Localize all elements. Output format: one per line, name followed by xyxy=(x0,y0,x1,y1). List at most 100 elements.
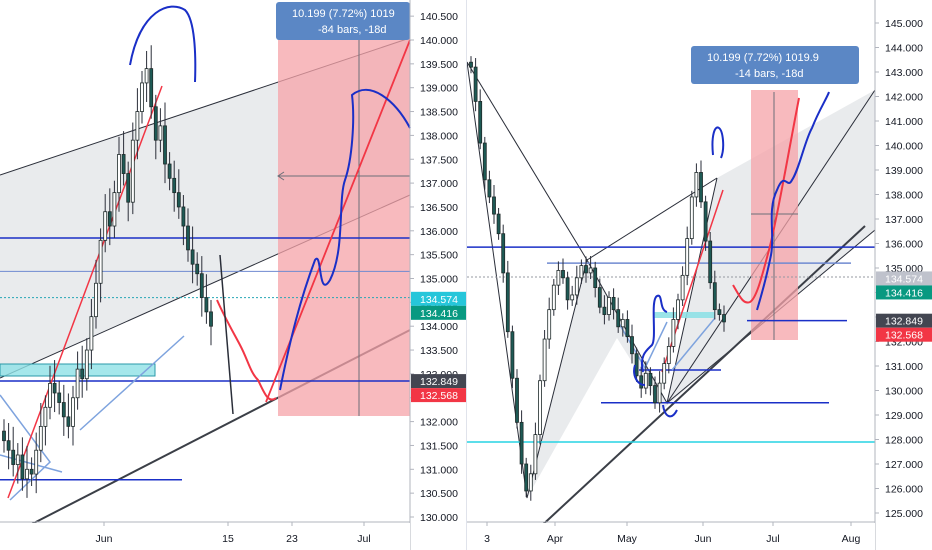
y-tick-label: 138.500 xyxy=(420,107,458,119)
candle-up xyxy=(666,345,671,364)
candle-down xyxy=(176,192,181,208)
x-tick-label: Jun xyxy=(96,533,113,545)
candle-down xyxy=(149,68,154,108)
candle-up xyxy=(643,372,648,389)
y-tick-label: 136.500 xyxy=(420,202,458,214)
x-tick-label: 3 xyxy=(484,533,490,545)
candle-down xyxy=(597,287,602,308)
left-chart[interactable]: 10.199 (7.72%) 1019 -84 bars, -18d 130.000… xyxy=(0,0,466,550)
price-badge xyxy=(411,374,466,389)
right-chart-panel[interactable]: 10.199 (7.72%) 1019.9 -14 bars, -18d 125.0… xyxy=(466,0,932,550)
candle-down xyxy=(153,106,158,141)
candle-up xyxy=(620,319,625,328)
candle-up xyxy=(112,192,117,227)
candle-down xyxy=(519,421,524,465)
y-tick-label: 136.000 xyxy=(885,239,923,251)
time-axis-bg xyxy=(0,523,410,550)
candle-down xyxy=(186,225,190,251)
candle-down xyxy=(209,311,213,327)
measure-box xyxy=(278,36,410,416)
candle-up xyxy=(547,309,552,340)
y-tick-label: 139.000 xyxy=(885,165,923,177)
price-badge xyxy=(876,285,932,300)
candle-up xyxy=(43,406,48,427)
candle-up xyxy=(556,270,561,286)
candle-down xyxy=(492,196,496,215)
y-tick-label: 139.500 xyxy=(420,59,458,71)
y-tick-label: 142.000 xyxy=(885,92,923,104)
candle-down xyxy=(190,249,195,265)
candle-up xyxy=(135,111,140,141)
harmonic-xb xyxy=(467,61,588,261)
price-badge-label: 132.849 xyxy=(885,316,923,328)
candle-down xyxy=(712,282,717,311)
candle-down xyxy=(593,267,598,289)
y-tick-label: 131.000 xyxy=(420,464,458,476)
candle-down xyxy=(167,163,172,179)
candle-up xyxy=(607,296,611,315)
candle-down xyxy=(616,309,621,328)
y-tick-label: 129.000 xyxy=(885,410,923,422)
candle-down xyxy=(57,392,62,403)
trendline-support xyxy=(536,225,866,531)
candle-down xyxy=(11,449,16,465)
candle-down xyxy=(204,297,209,313)
candle-up xyxy=(103,211,108,241)
candle-up xyxy=(71,397,75,427)
candle-up xyxy=(84,349,89,380)
y-tick-label: 139.000 xyxy=(420,83,458,95)
y-tick-label: 136.000 xyxy=(420,226,458,238)
left-chart-panel[interactable]: 10.199 (7.72%) 1019 -84 bars, -18d 130.000… xyxy=(0,0,466,550)
candle-down xyxy=(478,101,483,144)
candle-down xyxy=(6,440,11,451)
pattern-line xyxy=(0,394,51,501)
red-projection-line xyxy=(732,97,800,304)
candle-down xyxy=(717,309,722,315)
candle-up xyxy=(689,196,694,239)
candle-down xyxy=(29,468,34,475)
candle-up xyxy=(89,316,94,351)
candle-down xyxy=(703,201,708,242)
candle-down xyxy=(602,306,607,315)
y-tick-label: 138.000 xyxy=(885,190,923,202)
red-zigzag xyxy=(216,299,277,401)
price-badge-label: 134.416 xyxy=(420,308,458,320)
right-chart[interactable]: 10.199 (7.72%) 1019.9 -14 bars, -18d 125.0… xyxy=(467,0,932,550)
red-trendline xyxy=(7,85,163,499)
candle-up xyxy=(75,368,80,399)
price-badge-label: 134.574 xyxy=(420,294,458,306)
candle-down xyxy=(107,211,112,227)
candle-down xyxy=(561,270,565,279)
y-tick-label: 126.000 xyxy=(885,484,923,496)
y-tick-label: 130.500 xyxy=(420,488,458,500)
price-badge xyxy=(876,327,932,342)
price-badge xyxy=(411,291,466,306)
hand-drawn-path xyxy=(279,88,411,391)
candle-down xyxy=(505,272,510,333)
pattern-line xyxy=(671,317,716,371)
price-badge-label: 134.574 xyxy=(885,273,923,285)
x-tick-label: Jul xyxy=(357,533,370,545)
candle-down xyxy=(61,402,66,418)
y-tick-label: 140.000 xyxy=(420,35,458,47)
x-tick-label: 23 xyxy=(286,533,298,545)
candle-down xyxy=(195,263,200,275)
measure-label: 10.199 (7.72%) 1019.9 xyxy=(707,52,819,64)
candle-up xyxy=(98,239,103,284)
x-tick-label: Jul xyxy=(766,533,779,545)
measure-sublabel: -14 bars, -18d xyxy=(735,68,803,80)
y-tick-label: 140.500 xyxy=(420,11,458,23)
candle-down xyxy=(639,375,644,389)
x-tick-label: Jun xyxy=(695,533,712,545)
candle-up xyxy=(94,282,98,318)
y-tick-label: 131.500 xyxy=(420,440,458,452)
demand-zone xyxy=(653,312,715,318)
candle-down xyxy=(630,336,634,355)
candle-down xyxy=(722,314,726,323)
y-tick-label: 134.000 xyxy=(420,321,458,333)
candle-down xyxy=(20,454,25,480)
candle-down xyxy=(524,463,529,492)
candle-up xyxy=(130,139,135,203)
x-tick-label: Apr xyxy=(547,533,564,545)
y-tick-label: 130.000 xyxy=(885,386,923,398)
